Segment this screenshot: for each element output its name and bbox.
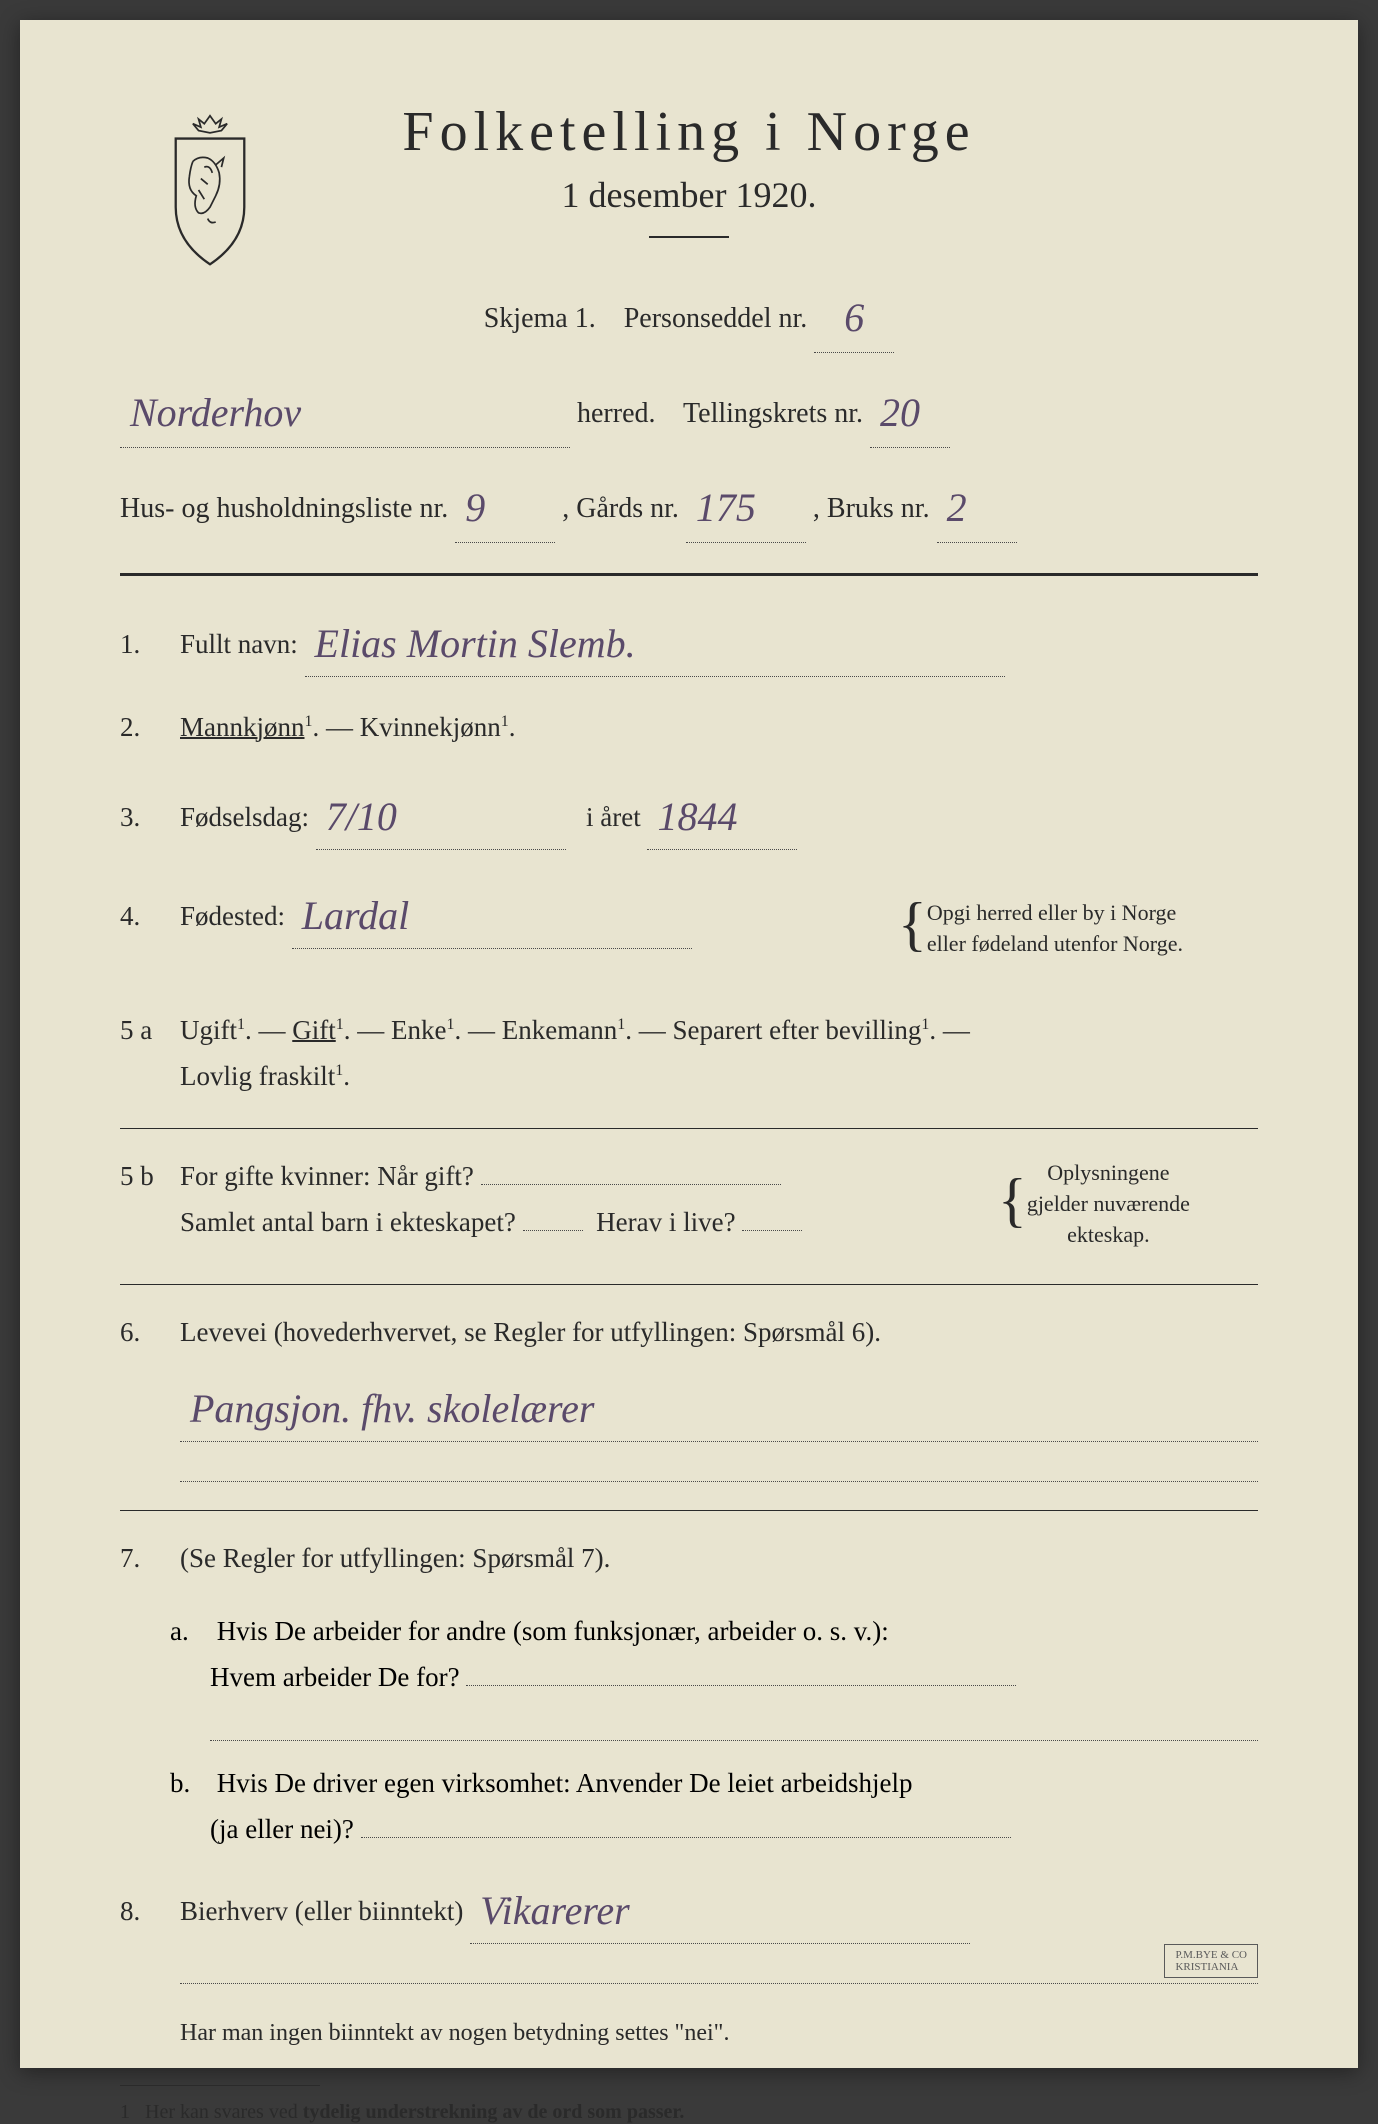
q5a-gift: Gift bbox=[292, 1015, 336, 1045]
q2-num: 2. bbox=[120, 705, 180, 751]
q6-blank-line bbox=[180, 1452, 1258, 1482]
q8-num: 8. bbox=[120, 1889, 180, 1935]
question-7a: a. Hvis De arbeider for andre (som funks… bbox=[120, 1609, 1258, 1741]
question-1: 1. Fullt navn: Elias Mortin Slemb. bbox=[120, 606, 1258, 677]
q6-label: Levevei (hovederhvervet, se Regler for u… bbox=[180, 1317, 881, 1347]
q5b-label2: Samlet antal barn i ekteskapet? bbox=[180, 1207, 516, 1237]
husholdning-label: Hus- og husholdningsliste nr. bbox=[120, 493, 448, 524]
q3-num: 3. bbox=[120, 795, 180, 841]
census-form-page: Folketelling i Norge 1 desember 1920. Sk… bbox=[20, 20, 1358, 2068]
coat-of-arms-icon bbox=[150, 110, 270, 270]
brace-icon: { bbox=[898, 873, 927, 975]
herred-line: Norderhov herred. Tellingskrets nr. 20 bbox=[120, 373, 1258, 448]
q3-label: Fødselsdag: bbox=[180, 802, 309, 832]
bruks-label: Bruks nr. bbox=[827, 493, 930, 524]
brace-icon-2: { bbox=[998, 1149, 1027, 1251]
q7a-blank-line bbox=[210, 1711, 1258, 1741]
q5b-label1: For gifte kvinner: Når gift? bbox=[180, 1161, 474, 1191]
q5a-separert: Separert efter bevilling bbox=[672, 1015, 921, 1045]
q3-year-label: i året bbox=[586, 802, 641, 832]
q7-num: 7. bbox=[120, 1536, 180, 1582]
q7a-label: a. bbox=[170, 1609, 210, 1655]
q7b-text1: Hvis De driver egen virksomhet: Anvender… bbox=[217, 1768, 913, 1798]
q7-label: (Se Regler for utfyllingen: Spørsmål 7). bbox=[180, 1543, 610, 1573]
q5a-enkemann: Enkemann bbox=[502, 1015, 617, 1045]
q5b-note2: gjelder nuværende bbox=[1027, 1191, 1190, 1216]
husholdning-value: 9 bbox=[465, 485, 485, 530]
printer-stamp: P.M.BYE & COKRISTIANIA bbox=[1164, 1944, 1258, 1978]
footnote-divider bbox=[120, 2085, 320, 2086]
q8-value: Vikarerer bbox=[480, 1888, 630, 1933]
bottom-note: Har man ingen biinntekt av nogen betydni… bbox=[120, 2012, 1258, 2055]
section-divider-4 bbox=[120, 1510, 1258, 1511]
q1-num: 1. bbox=[120, 622, 180, 668]
form-subtitle: 1 desember 1920. bbox=[120, 174, 1258, 216]
footnote-num: 1 bbox=[120, 2101, 130, 2123]
q7a-text2: Hvem arbeider De for? bbox=[210, 1662, 460, 1692]
q5a-enke: Enke bbox=[391, 1015, 446, 1045]
form-header: Folketelling i Norge 1 desember 1920. bbox=[120, 100, 1258, 238]
q7a-text1: Hvis De arbeider for andre (som funksjon… bbox=[217, 1616, 889, 1646]
herred-label: herred. bbox=[577, 398, 656, 429]
q2-mann: Mannkjønn bbox=[180, 712, 305, 742]
form-title: Folketelling i Norge bbox=[120, 100, 1258, 164]
q4-num: 4. bbox=[120, 894, 180, 940]
question-6: 6. Levevei (hovederhvervet, se Regler fo… bbox=[120, 1310, 1258, 1482]
q7b-text2: (ja eller nei)? bbox=[210, 1814, 354, 1844]
q4-note1: Opgi herred eller by i Norge bbox=[927, 900, 1176, 925]
question-5b: 5 b For gifte kvinner: Når gift? Samlet … bbox=[120, 1154, 1258, 1256]
gards-value: 175 bbox=[696, 485, 756, 530]
footnote: 1 Her kan svares ved tydelig understrekn… bbox=[120, 2101, 1258, 2124]
husholdning-line: Hus- og husholdningsliste nr. 9 , Gårds … bbox=[120, 468, 1258, 543]
q8-blank-line bbox=[180, 1954, 1258, 1984]
question-4: 4. Fødested: Lardal { Opgi herred eller … bbox=[120, 878, 1258, 980]
question-2: 2. Mannkjønn1. — Kvinnekjønn1. bbox=[120, 705, 1258, 751]
q4-label: Fødested: bbox=[180, 901, 285, 931]
q5b-note1: Oplysningene bbox=[1047, 1160, 1169, 1185]
question-8: 8. Bierhverv (eller biinntekt) Vikarerer bbox=[120, 1873, 1258, 1984]
section-divider-3 bbox=[120, 1284, 1258, 1285]
bruks-value: 2 bbox=[947, 485, 967, 530]
q7b-label: b. bbox=[170, 1761, 210, 1807]
footnote-text: Her kan svares ved tydelig understreknin… bbox=[145, 2101, 684, 2123]
herred-value: Norderhov bbox=[130, 390, 301, 435]
q1-value: Elias Mortin Slemb. bbox=[315, 621, 636, 666]
q6-value: Pangsjon. fhv. skolelærer bbox=[190, 1386, 594, 1431]
q4-note2: eller fødeland utenfor Norge. bbox=[927, 931, 1183, 956]
q5a-ugift: Ugift bbox=[180, 1015, 237, 1045]
q1-label: Fullt navn: bbox=[180, 629, 298, 659]
q5b-label3: Herav i live? bbox=[596, 1207, 735, 1237]
question-7: 7. (Se Regler for utfyllingen: Spørsmål … bbox=[120, 1536, 1258, 1582]
skjema-label: Skjema 1. bbox=[484, 303, 596, 334]
question-3: 3. Fødselsdag: 7/10 i året 1844 bbox=[120, 779, 1258, 850]
header-divider bbox=[649, 236, 729, 238]
q3-day: 7/10 bbox=[326, 794, 397, 839]
q3-year: 1844 bbox=[657, 794, 737, 839]
section-divider-2 bbox=[120, 1128, 1258, 1129]
skjema-line: Skjema 1. Personseddel nr. 6 bbox=[120, 278, 1258, 353]
q2-kvinne: Kvinnekjønn bbox=[360, 712, 501, 742]
tellingskrets-label: Tellingskrets nr. bbox=[683, 398, 863, 429]
q5a-num: 5 a bbox=[120, 1008, 180, 1054]
question-7b: b. Hvis De driver egen virksomhet: Anven… bbox=[120, 1761, 1258, 1853]
q4-value: Lardal bbox=[302, 893, 409, 938]
q5b-num: 5 b bbox=[120, 1154, 180, 1200]
tellingskrets-value: 20 bbox=[880, 390, 920, 435]
q6-num: 6. bbox=[120, 1310, 180, 1356]
q8-label: Bierhverv (eller biinntekt) bbox=[180, 1896, 463, 1926]
q5b-note3: ekteskap. bbox=[1067, 1222, 1149, 1247]
personseddel-value: 6 bbox=[844, 295, 864, 340]
q5a-fraskilt: Lovlig fraskilt bbox=[180, 1061, 335, 1091]
section-divider-1 bbox=[120, 573, 1258, 576]
question-5a: 5 a Ugift1. — Gift1. — Enke1. — Enkemann… bbox=[120, 1008, 1258, 1100]
gards-label: Gårds nr. bbox=[576, 493, 679, 524]
personseddel-label: Personseddel nr. bbox=[624, 303, 808, 334]
